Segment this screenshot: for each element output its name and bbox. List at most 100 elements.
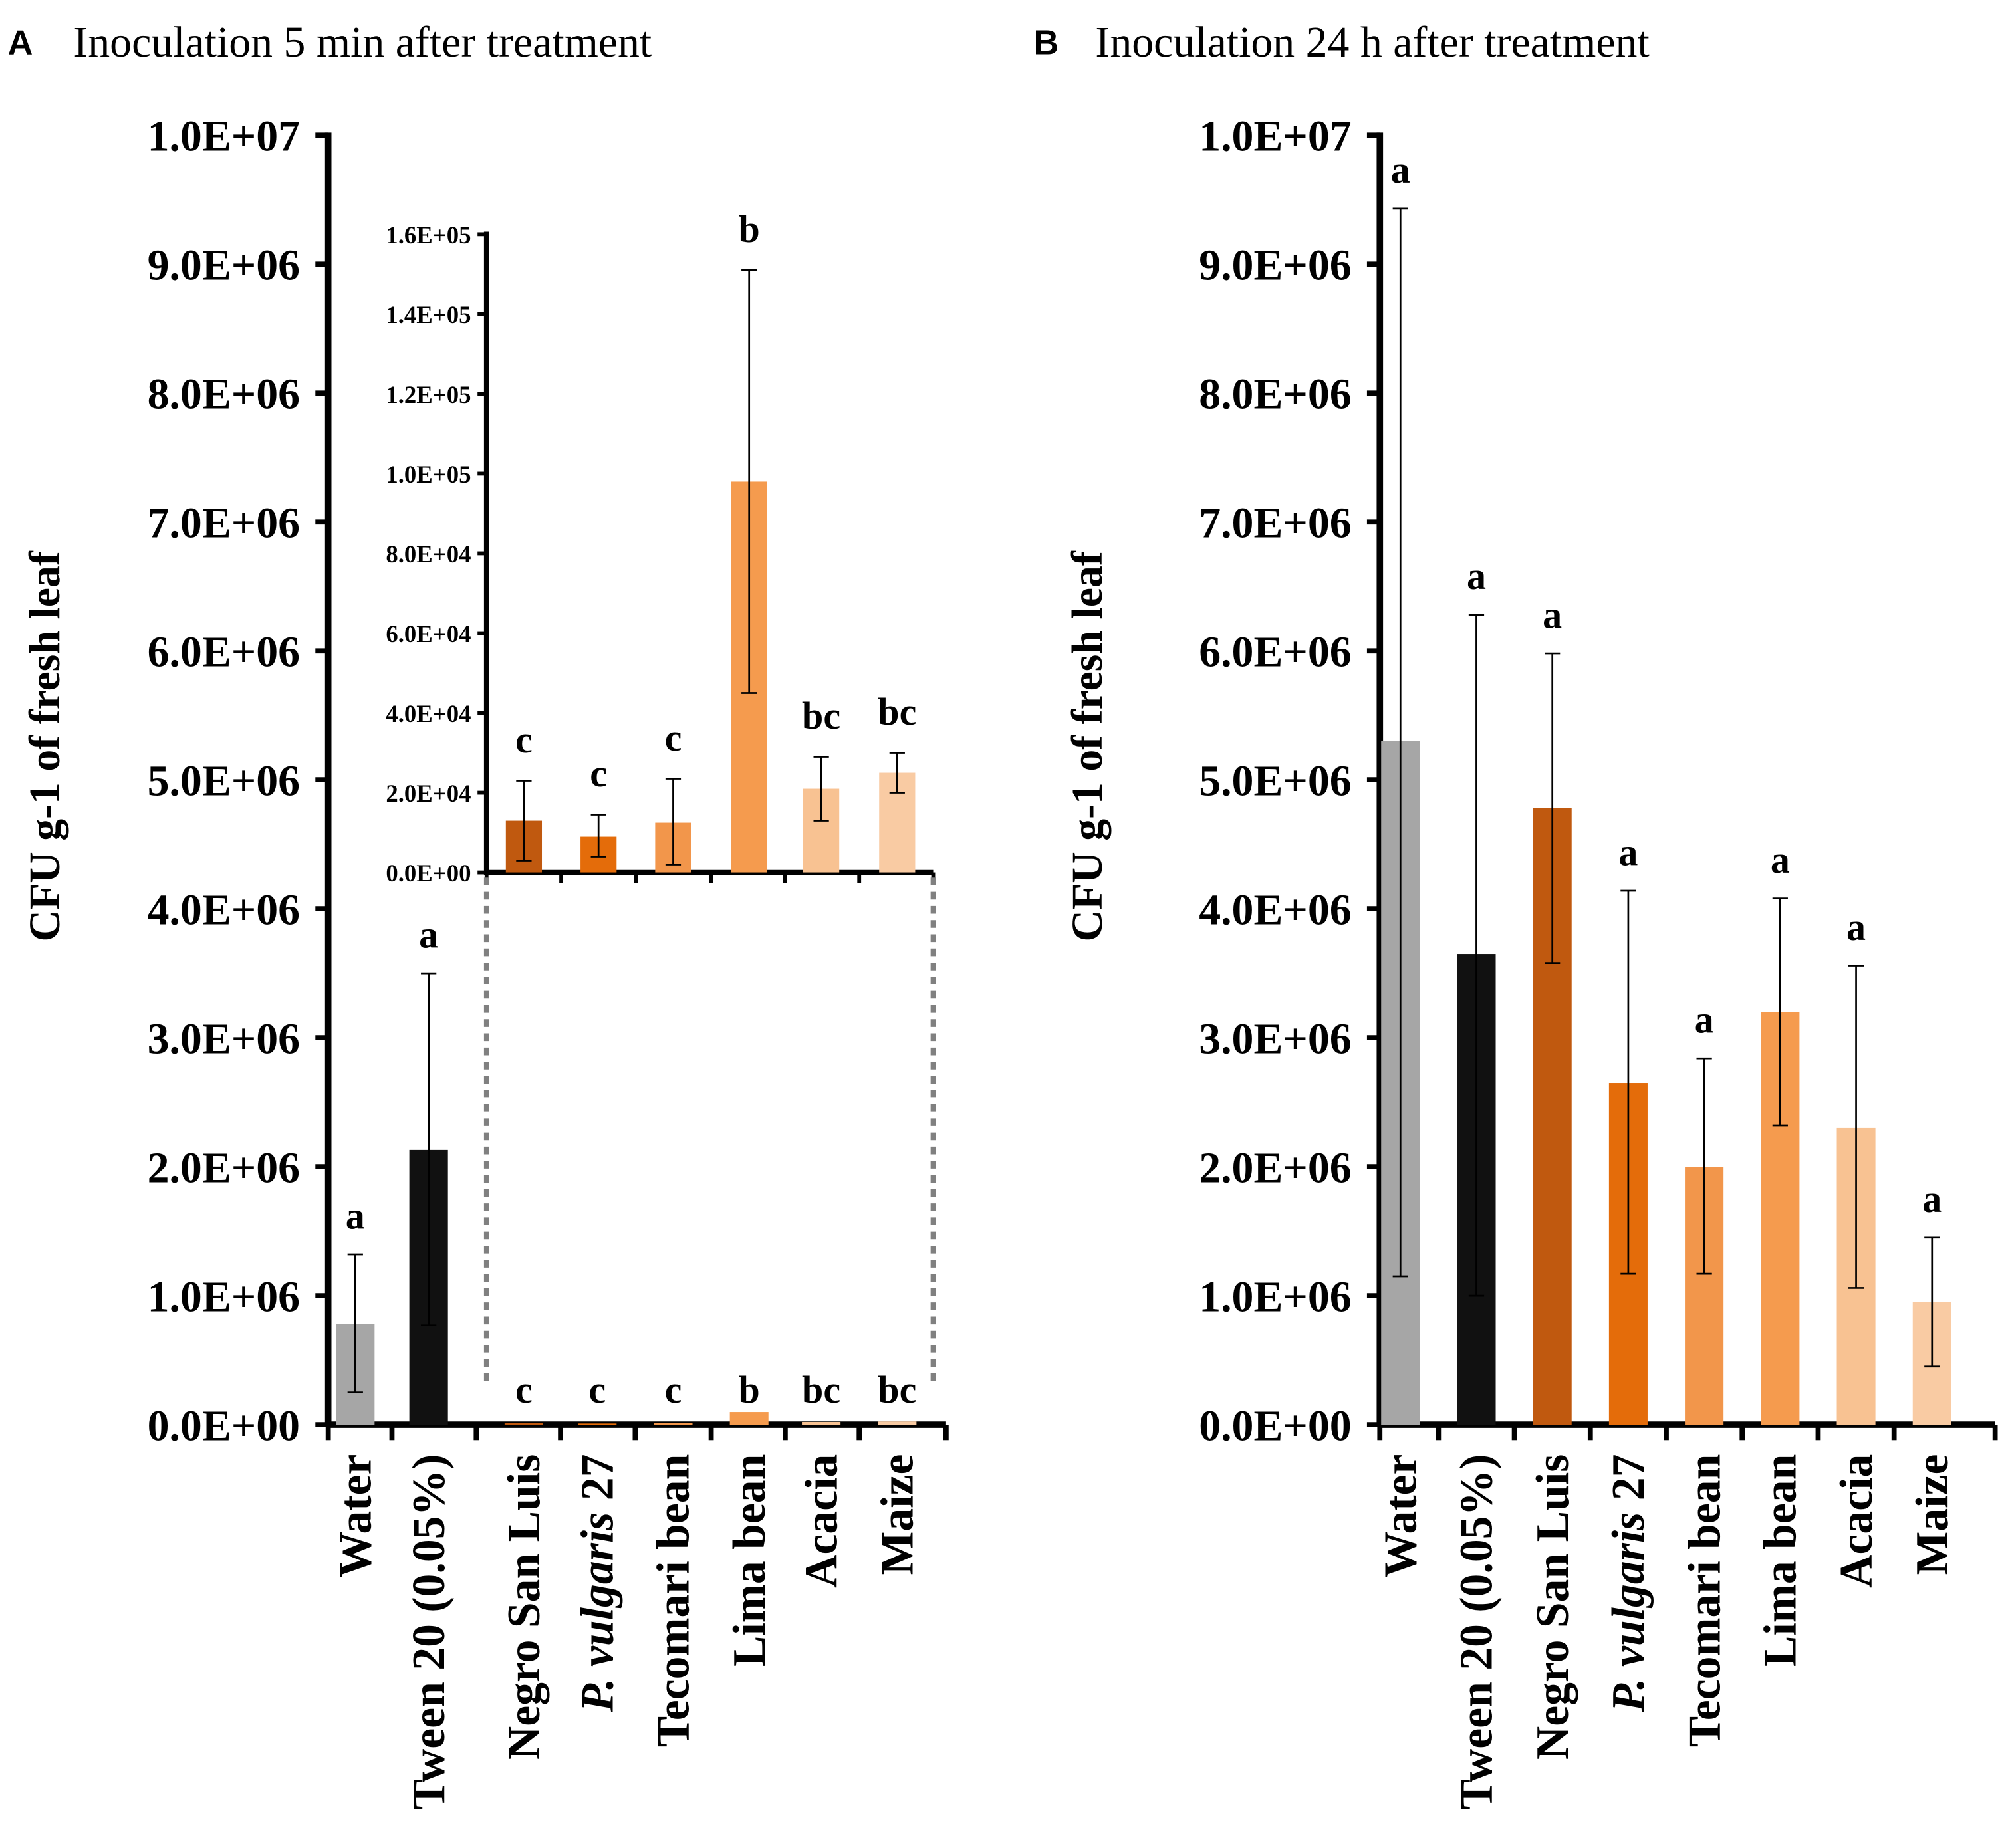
x-tick-label-part: P. vulgaris: [572, 1512, 623, 1713]
x-tick-label: Acacia: [1831, 1454, 1882, 1588]
inset-y-tick-label: 1.0E+05: [386, 461, 471, 488]
x-tick-label: Tween 20 (0.05%): [1451, 1454, 1503, 1810]
x-tick-label-part: 27: [572, 1454, 623, 1512]
bar-3: [578, 1423, 617, 1425]
x-tick-label-part: Tecomari bean: [648, 1454, 699, 1748]
x-tick-label-part: Lima bean: [1755, 1454, 1807, 1667]
panel-title-b: Inoculation 24 h after treatment: [1095, 18, 1649, 66]
inset-y-tick-label: 8.0E+04: [386, 540, 471, 568]
significance-letter: bc: [802, 1368, 840, 1411]
y-tick-label: 4.0E+06: [148, 885, 300, 934]
x-tick-label-part: Water: [330, 1454, 382, 1578]
panel-label-b: B: [1034, 23, 1059, 62]
x-tick-label-part: Tecomari bean: [1679, 1454, 1730, 1748]
inset-y-tick-label: 1.6E+05: [386, 221, 471, 249]
x-tick-label-part: Acacia: [796, 1454, 847, 1588]
panel-a: A Inoculation 5 min after treatment CFU …: [8, 18, 949, 1810]
inset-significance-letter: bc: [802, 694, 840, 737]
y-tick-label: 0.0E+00: [1199, 1401, 1351, 1450]
inset-significance-letter: c: [590, 752, 607, 795]
significance-letter: a: [1846, 905, 1866, 949]
inset-significance-letter: c: [515, 718, 533, 761]
significance-letter: a: [1771, 838, 1790, 881]
y-tick-label: 1.0E+07: [148, 112, 300, 161]
x-tick-label: Lima bean: [1755, 1454, 1807, 1667]
bar-7: [878, 1421, 917, 1425]
inset-y-tick-label: 1.4E+05: [386, 301, 471, 328]
significance-letter: a: [1922, 1177, 1942, 1220]
y-axis-label-a: CFU g-1 of fresh leaf: [21, 550, 69, 941]
y-tick-label: 3.0E+06: [148, 1014, 300, 1063]
x-tick-label-part: Maize: [872, 1454, 924, 1575]
significance-letter: c: [588, 1368, 606, 1411]
x-tick-label: Tecomari bean: [648, 1454, 699, 1748]
x-tick-label-part: 27: [1603, 1454, 1654, 1512]
significance-letter: a: [346, 1194, 365, 1237]
y-tick-label: 9.0E+06: [1199, 241, 1351, 290]
inset-y-tick-label: 4.0E+04: [386, 700, 471, 727]
x-tick-label: Lima bean: [724, 1454, 775, 1667]
bar-5: [729, 1412, 769, 1425]
y-axis-label-b: CFU g-1 of fresh leaf: [1063, 550, 1112, 941]
inset-y-tick-label: 2.0E+04: [386, 780, 471, 807]
inset-significance-letter: b: [739, 207, 760, 251]
significance-letter: c: [665, 1368, 682, 1411]
y-tick-label: 1.0E+06: [1199, 1272, 1351, 1321]
significance-letter: a: [419, 913, 438, 956]
panel-title-a: Inoculation 5 min after treatment: [73, 18, 652, 66]
y-tick-label: 5.0E+06: [1199, 756, 1351, 805]
y-tick-label: 2.0E+06: [148, 1143, 300, 1192]
x-tick-label-part: Lima bean: [724, 1454, 775, 1667]
bar-4: [654, 1423, 693, 1425]
y-tick-label: 6.0E+06: [1199, 628, 1351, 676]
x-tick-label-part: Maize: [1907, 1454, 1958, 1575]
x-tick-label-part: Negro San Luis: [1527, 1454, 1578, 1760]
y-tick-label: 8.0E+06: [148, 370, 300, 418]
inset-significance-letter: bc: [878, 690, 916, 733]
x-tick-label: Tecomari bean: [1679, 1454, 1730, 1748]
x-tick-label: Negro San Luis: [1527, 1454, 1578, 1760]
panel-label-a: A: [8, 23, 33, 62]
x-tick-label: Water: [330, 1454, 382, 1578]
inset-y-tick-label: 6.0E+04: [386, 620, 471, 647]
x-tick-label-part: P. vulgaris: [1603, 1512, 1654, 1713]
x-tick-label: Water: [1375, 1454, 1426, 1578]
x-tick-label: P. vulgaris 27: [1603, 1454, 1654, 1713]
significance-letter: a: [1695, 998, 1714, 1041]
x-tick-label: P. vulgaris 27: [572, 1454, 623, 1713]
significance-letter: bc: [878, 1368, 916, 1411]
significance-letter: a: [1467, 554, 1486, 598]
y-tick-label: 1.0E+06: [148, 1272, 300, 1321]
x-tick-label-part: Water: [1375, 1454, 1426, 1578]
y-tick-label: 4.0E+06: [1199, 885, 1351, 934]
x-tick-label: Negro San Luis: [499, 1454, 550, 1760]
significance-letter: a: [1391, 148, 1410, 191]
significance-letter: a: [1543, 593, 1562, 636]
bar-6: [802, 1421, 841, 1425]
y-tick-label: 6.0E+06: [148, 628, 300, 676]
inset-significance-letter: c: [665, 716, 682, 759]
x-tick-label: Maize: [1907, 1454, 1958, 1575]
y-tick-label: 9.0E+06: [148, 241, 300, 290]
x-tick-label-part: Tween 20 (0.05%): [404, 1454, 455, 1810]
y-tick-label: 2.0E+06: [1199, 1143, 1351, 1192]
y-tick-label: 8.0E+06: [1199, 370, 1351, 418]
y-tick-label: 1.0E+07: [1199, 112, 1351, 161]
y-tick-label: 3.0E+06: [1199, 1014, 1351, 1063]
inset-y-tick-label: 0.0E+00: [386, 860, 471, 887]
y-tick-label: 7.0E+06: [148, 499, 300, 547]
y-tick-label: 5.0E+06: [148, 756, 300, 805]
x-tick-label-part: Negro San Luis: [499, 1454, 550, 1760]
x-tick-label: Acacia: [796, 1454, 847, 1588]
x-tick-label-part: Acacia: [1831, 1454, 1882, 1588]
y-tick-label: 7.0E+06: [1199, 499, 1351, 547]
significance-letter: a: [1618, 830, 1638, 873]
significance-letter: b: [739, 1368, 760, 1411]
y-tick-label: 0.0E+00: [148, 1401, 300, 1450]
bar-2: [504, 1423, 543, 1425]
x-tick-label: Tween 20 (0.05%): [404, 1454, 455, 1810]
inset-y-tick-label: 1.2E+05: [386, 381, 471, 408]
x-tick-label-part: Tween 20 (0.05%): [1451, 1454, 1503, 1810]
significance-letter: c: [515, 1368, 533, 1411]
